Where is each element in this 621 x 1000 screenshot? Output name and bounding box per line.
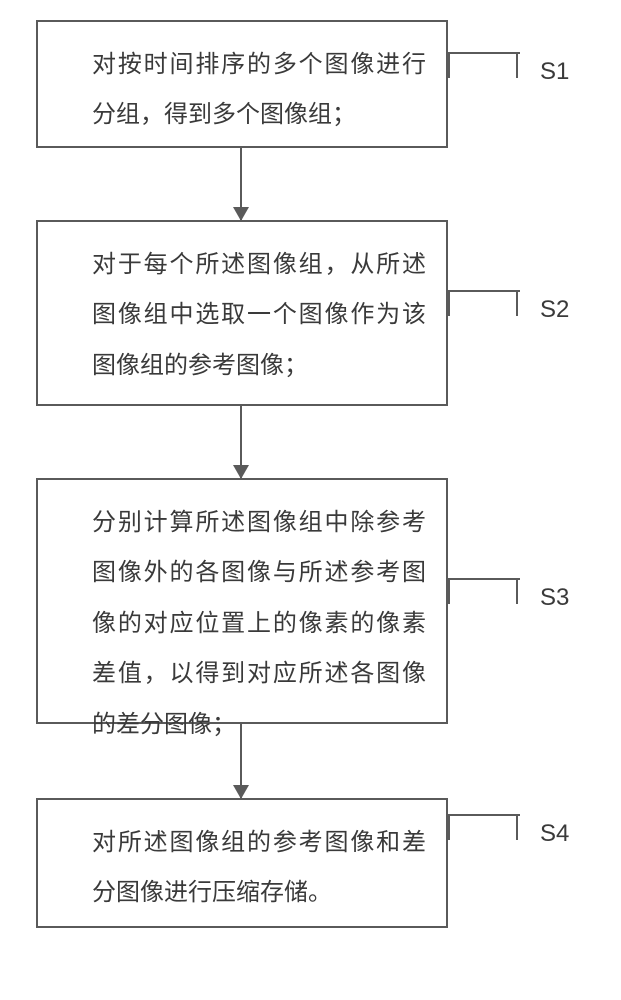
connector-s4 <box>448 816 518 840</box>
flow-step-s2: 对于每个所述图像组，从所述图像组中选取一个图像作为该图像组的参考图像； <box>36 220 448 406</box>
arrow-s2-s3 <box>240 406 242 478</box>
step-label-s1: S1 <box>540 58 569 86</box>
connector-tail-s4 <box>516 816 518 840</box>
connector-s2 <box>448 292 518 316</box>
arrow-s3-s4 <box>240 724 242 798</box>
flowchart-container: 对按时间排序的多个图像进行分组，得到多个图像组； S1 对于每个所述图像组，从所… <box>0 0 621 1000</box>
connector-tail-s3 <box>516 580 518 604</box>
step-label-s4: S4 <box>540 820 569 848</box>
connector-s3 <box>448 580 518 604</box>
connector-s1 <box>448 54 518 78</box>
step-text: 对所述图像组的参考图像和差分图像进行压缩存储。 <box>92 829 426 906</box>
step-text: 对于每个所述图像组，从所述图像组中选取一个图像作为该图像组的参考图像； <box>92 251 426 379</box>
connector-tail-s1 <box>516 54 518 78</box>
step-label-s2: S2 <box>540 296 569 324</box>
arrow-s1-s2 <box>240 148 242 220</box>
step-label-s3: S3 <box>540 584 569 612</box>
step-text: 分别计算所述图像组中除参考图像外的各图像与所述参考图像的对应位置上的像素的像素差… <box>92 509 426 738</box>
flow-step-s3: 分别计算所述图像组中除参考图像外的各图像与所述参考图像的对应位置上的像素的像素差… <box>36 478 448 724</box>
flow-step-s4: 对所述图像组的参考图像和差分图像进行压缩存储。 <box>36 798 448 928</box>
step-text: 对按时间排序的多个图像进行分组，得到多个图像组； <box>92 51 426 128</box>
connector-tail-s2 <box>516 292 518 316</box>
flow-step-s1: 对按时间排序的多个图像进行分组，得到多个图像组； <box>36 20 448 148</box>
